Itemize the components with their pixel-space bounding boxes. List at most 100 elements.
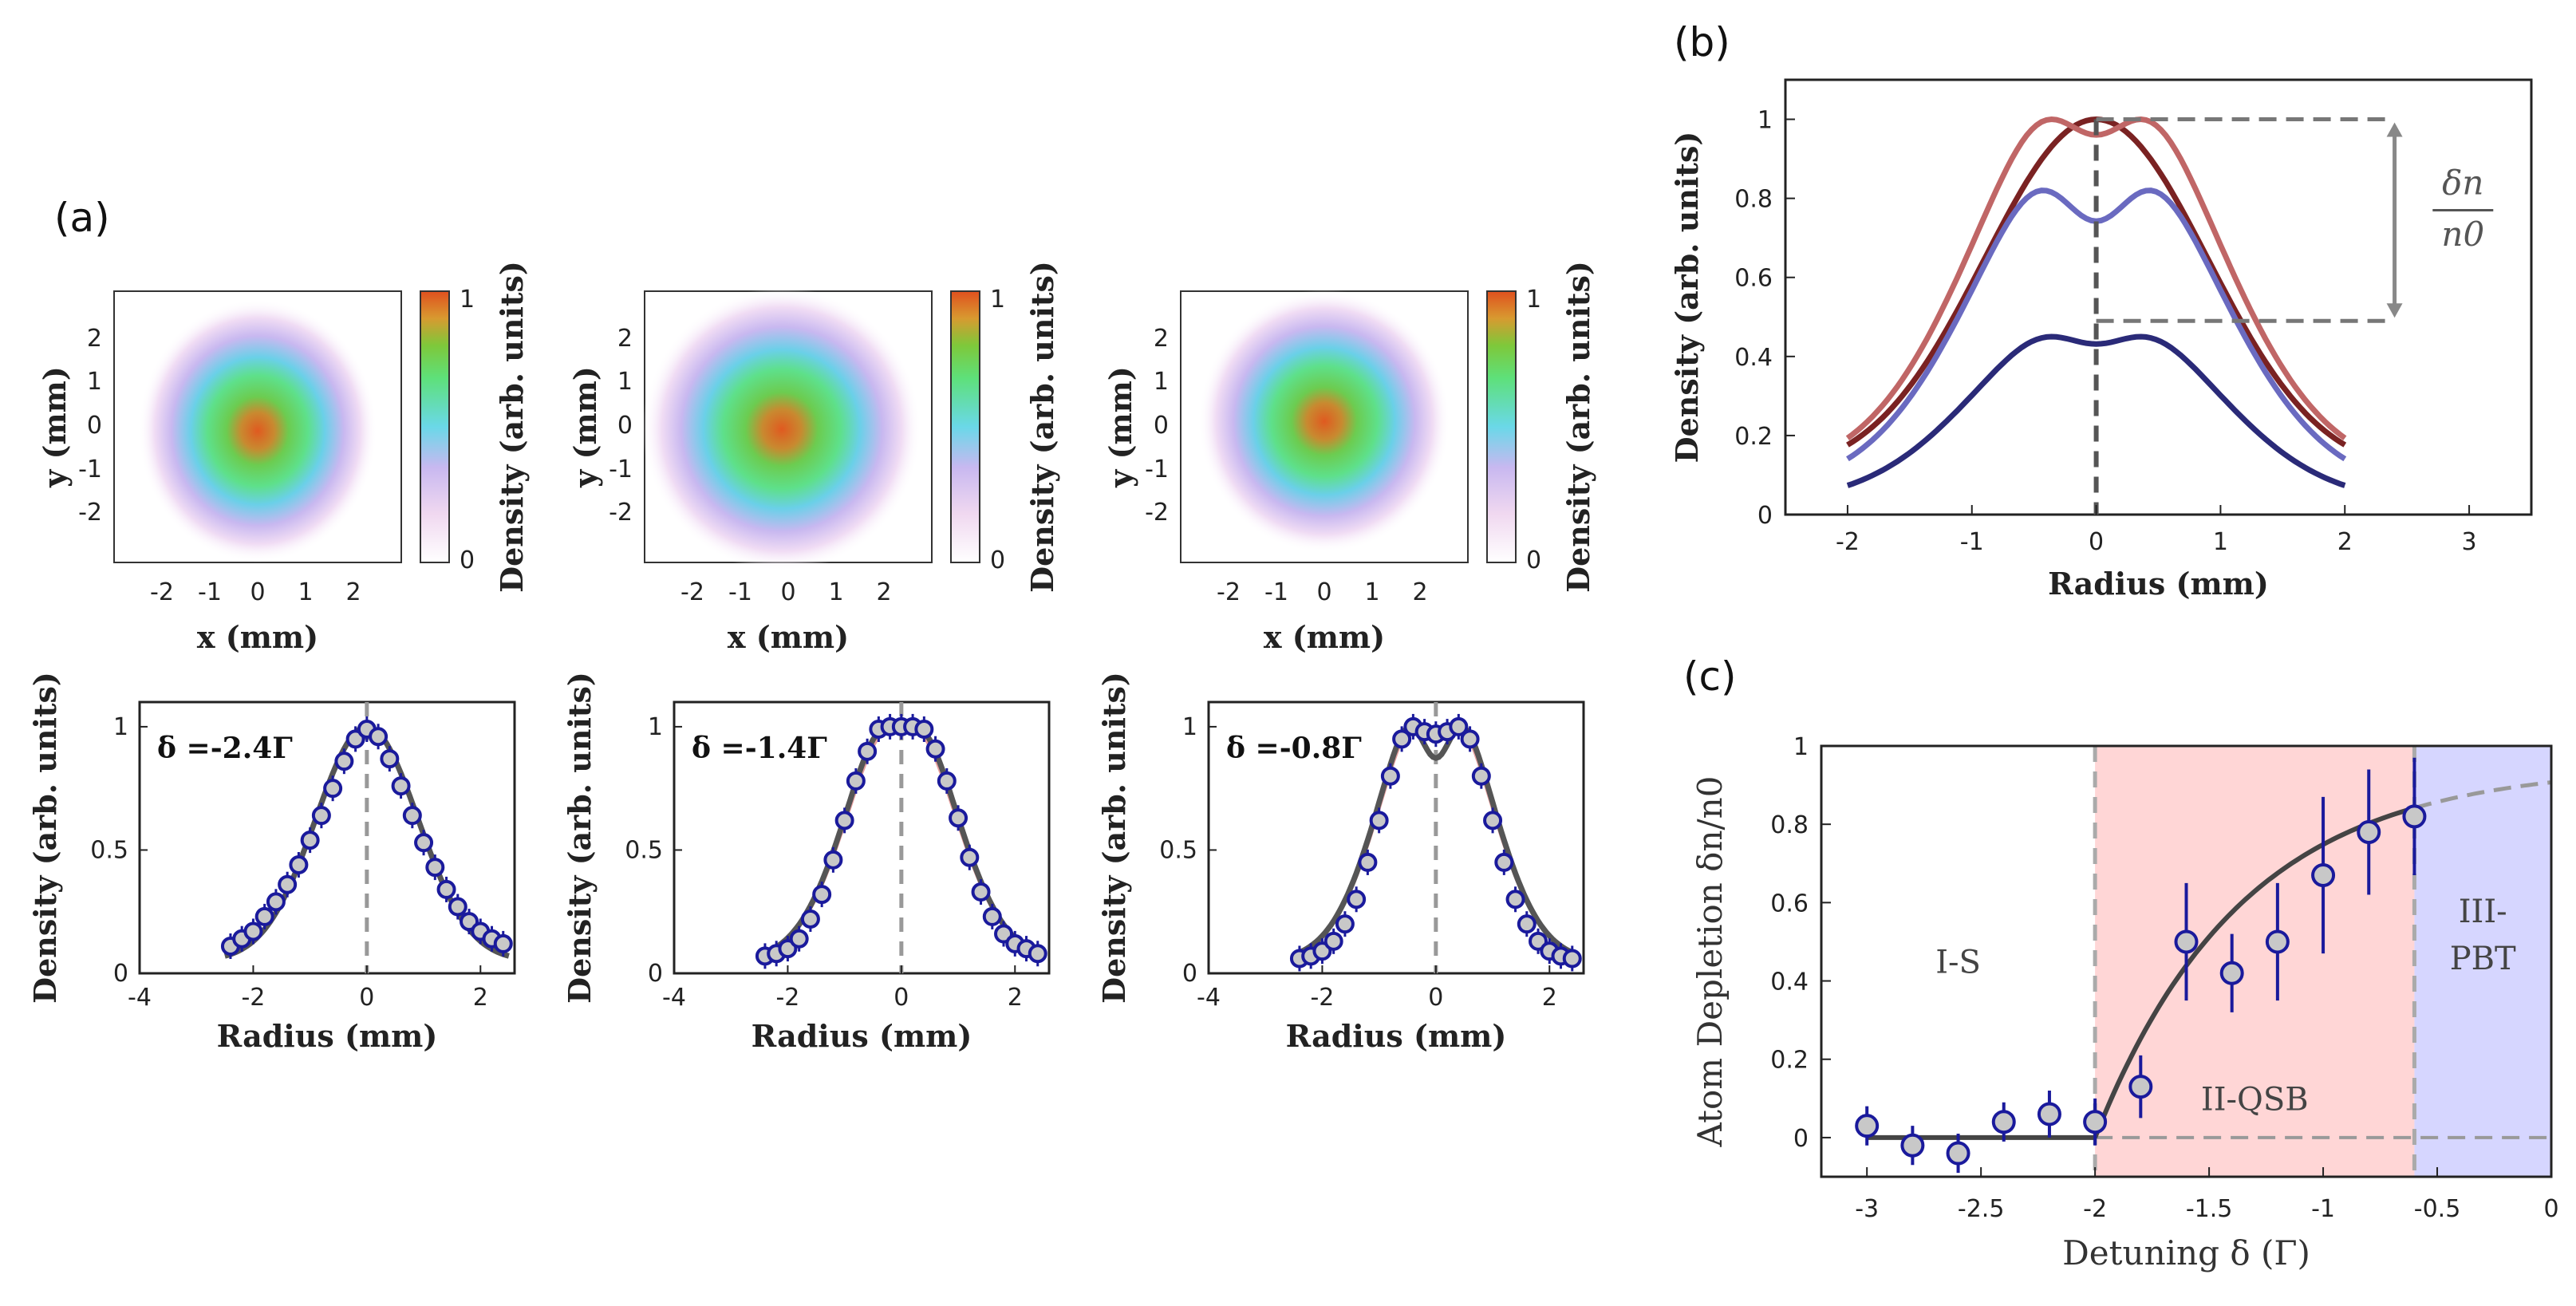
data-point (2265, 929, 2290, 954)
data-point (1392, 729, 1412, 749)
y-tick-label: 0.8 (1734, 186, 1773, 214)
detuning-annotation: δ =-1.4Γ (692, 732, 827, 765)
data-point (960, 847, 980, 867)
y-tick-label: 0 (1182, 960, 1197, 988)
data-point (1505, 890, 1525, 909)
y-tick-label: 0 (1793, 1125, 1809, 1153)
y-tick: -1 (1145, 456, 1169, 483)
y-tick-label: 0.6 (1770, 890, 1809, 917)
region-label-ii: II-QSB (2201, 1082, 2309, 1119)
x-axis-label: Radius (mm) (2048, 566, 2269, 602)
data-point (2037, 1102, 2061, 1126)
y-tick-label: 0.2 (1770, 1047, 1809, 1075)
data-point (2083, 1110, 2108, 1134)
density-blob (138, 299, 377, 562)
data-point (1460, 729, 1480, 749)
profile-plot-3: -4 -2 0 2 0 0.5 1 Radius (mm) Density (arb. unit… (1096, 672, 1585, 1054)
data-point (323, 779, 343, 799)
data-point (834, 811, 854, 831)
data-point (402, 806, 422, 826)
data-point (1900, 1133, 1925, 1158)
data-point (937, 771, 957, 791)
profile-plot-2: -4 -2 0 2 0 0.5 1 Radius (mm) Density (arb. unit… (562, 672, 1051, 1054)
data-point (311, 806, 331, 826)
y-tick-label: 0.5 (1159, 836, 1197, 864)
x-axis-label: x (mm) (1264, 619, 1385, 655)
y-tick: 1 (617, 368, 633, 396)
colorbar-label: Density (arb. units) (1560, 261, 1596, 593)
data-point (266, 892, 286, 912)
region-iii-fill (2414, 746, 2551, 1177)
x-tick-label: -2 (1836, 528, 1860, 556)
data-point (982, 906, 1002, 926)
y-ticks: 2 1 0 -1 -2 (1145, 325, 1169, 527)
data-point (812, 885, 832, 905)
y-axis-label: Density (arb. units) (1096, 672, 1132, 1004)
density-image-3: x (mm) y (mm) -2 -1 0 1 2 2 1 0 -1 -2 1 … (1103, 261, 1596, 655)
data-point (1471, 766, 1491, 786)
colorbar-tick: 0 (460, 546, 475, 574)
y-tick: 1 (87, 368, 102, 396)
y-tick-label: 0 (648, 960, 663, 988)
data-point (436, 879, 456, 899)
x-tick: -2 (1217, 578, 1241, 606)
colorbar-tick: 1 (990, 286, 1005, 314)
x-tick-label: 3 (2462, 528, 2477, 556)
panel-label-a: (a) (54, 195, 110, 241)
x-ticks: -2 -1 0 1 2 (680, 578, 892, 606)
y-tick-label: 1 (648, 713, 663, 741)
x-tick: 0 (1316, 578, 1331, 606)
density-image-2: x (mm) y (mm) -2 -1 0 1 2 2 1 0 -1 -2 1 … (567, 261, 1060, 655)
data-point (2402, 804, 2427, 829)
y-ticks: 2 1 0 -1 -2 (609, 325, 633, 527)
region-label-i: I-S (1935, 945, 1981, 981)
detuning-annotation: δ =-2.4Γ (157, 732, 293, 765)
data-point (2311, 863, 2336, 887)
x-ticks: -2 -1 0 1 2 (1217, 578, 1428, 606)
x-axis-label: Radius (mm) (217, 1018, 438, 1054)
x-tick-label: -1 (2311, 1195, 2335, 1223)
y-tick: 0 (87, 412, 102, 440)
region-ii-fill (2095, 746, 2415, 1177)
data-point (823, 850, 843, 870)
x-tick-label: -2 (241, 984, 265, 1012)
region-label-iii-line1: III- (2459, 894, 2507, 930)
x-tick-label: 2 (2337, 528, 2353, 556)
y-tick-label: 1 (1757, 107, 1773, 135)
x-axis-label: x (mm) (728, 619, 849, 655)
y-tick: 1 (1154, 368, 1169, 396)
x-tick: -2 (150, 578, 174, 606)
density-blob (642, 287, 921, 571)
data-point (1028, 944, 1047, 964)
x-tick-label: 1 (2213, 528, 2228, 556)
y-tick: -2 (1145, 499, 1169, 527)
data-point (925, 739, 945, 759)
y-tick-label: 1 (113, 713, 128, 741)
x-tick-label: 2 (473, 984, 488, 1012)
data-point (254, 906, 274, 926)
data-point (914, 720, 934, 739)
plot-frame (1820, 744, 2553, 1178)
fit-line (1292, 724, 1580, 957)
panel-label-c: (c) (1683, 653, 1737, 700)
x-tick-label: -2 (2083, 1195, 2107, 1223)
y-tick-label: 0 (113, 960, 128, 988)
fraction-denominator: n0 (2441, 215, 2484, 254)
data-point (2128, 1075, 2153, 1099)
x-tick: -1 (198, 578, 222, 606)
x-tick-label: -4 (1197, 984, 1221, 1012)
y-axis-label: y (mm) (1103, 366, 1138, 488)
y-tick-label: 0.5 (625, 836, 663, 864)
x-tick: 0 (250, 578, 265, 606)
data-point (1483, 811, 1503, 831)
y-tick-label: 0 (1757, 502, 1773, 530)
y-tick: -2 (609, 499, 633, 527)
y-tick-label: 0.5 (90, 836, 128, 864)
data-point (1380, 766, 1400, 786)
data-point (789, 929, 809, 949)
colorbar-tick: 0 (1526, 546, 1541, 574)
data-point (1946, 1141, 1970, 1166)
plot-frame (1784, 78, 2533, 516)
y-axis-label: Atom Depletion δn/n0 (1690, 776, 1730, 1148)
x-ticks: -2 -1 0 1 2 (150, 578, 361, 606)
